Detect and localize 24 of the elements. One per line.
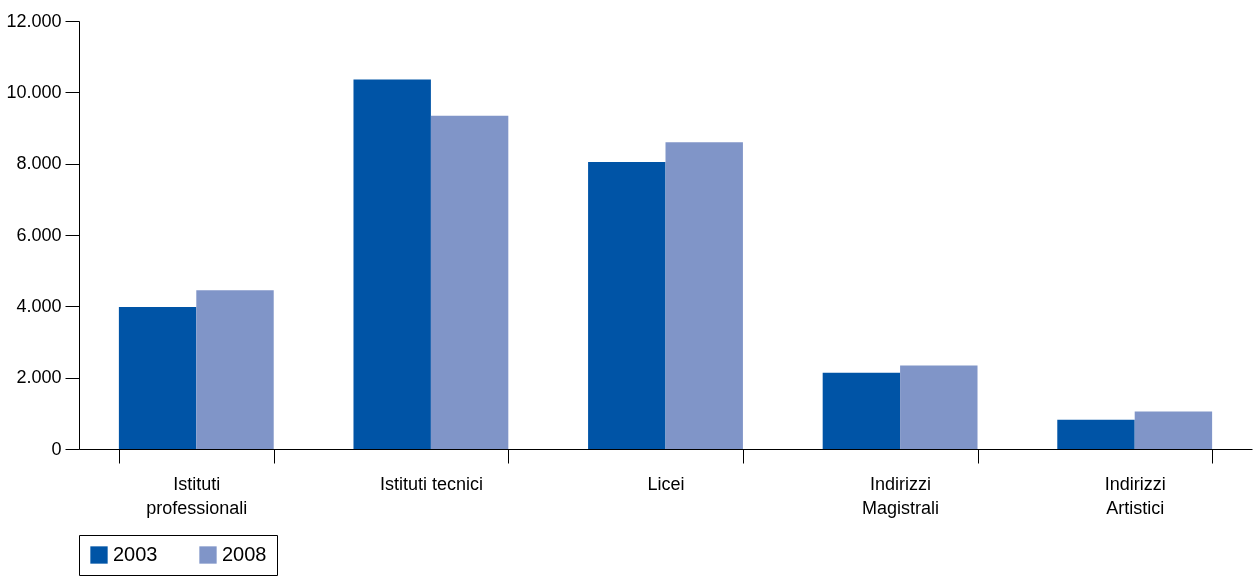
y-tick-label: 0: [51, 438, 62, 459]
x-tick-label: Licei: [647, 473, 685, 494]
x-tick-label: Indirizzi Magistrali: [862, 473, 940, 518]
y-tick-label: 8.000: [16, 153, 62, 174]
x-tick-label: Istituti professionali: [146, 473, 248, 518]
bar: [665, 142, 743, 449]
legend-label: 2003: [113, 543, 158, 565]
y-tick-label: 6.000: [16, 224, 62, 245]
legend-label: 2008: [222, 543, 267, 565]
bar: [353, 79, 431, 449]
y-tick-label: 2.000: [16, 367, 62, 388]
bar: [118, 307, 197, 449]
bar: [430, 115, 509, 449]
bar: [822, 372, 901, 449]
y-tick-label: 4.000: [16, 295, 62, 316]
y-tick-label: 12.000: [6, 10, 62, 31]
y-tick-label: 10.000: [6, 81, 62, 102]
bar: [1134, 411, 1213, 449]
bar: [196, 290, 274, 449]
x-tick-label: Istituti tecnici: [379, 473, 483, 494]
x-tick-label: Indirizzi Artistici: [1104, 473, 1166, 518]
bar: [1057, 419, 1135, 449]
bar: [588, 161, 666, 449]
bar: [900, 365, 978, 449]
